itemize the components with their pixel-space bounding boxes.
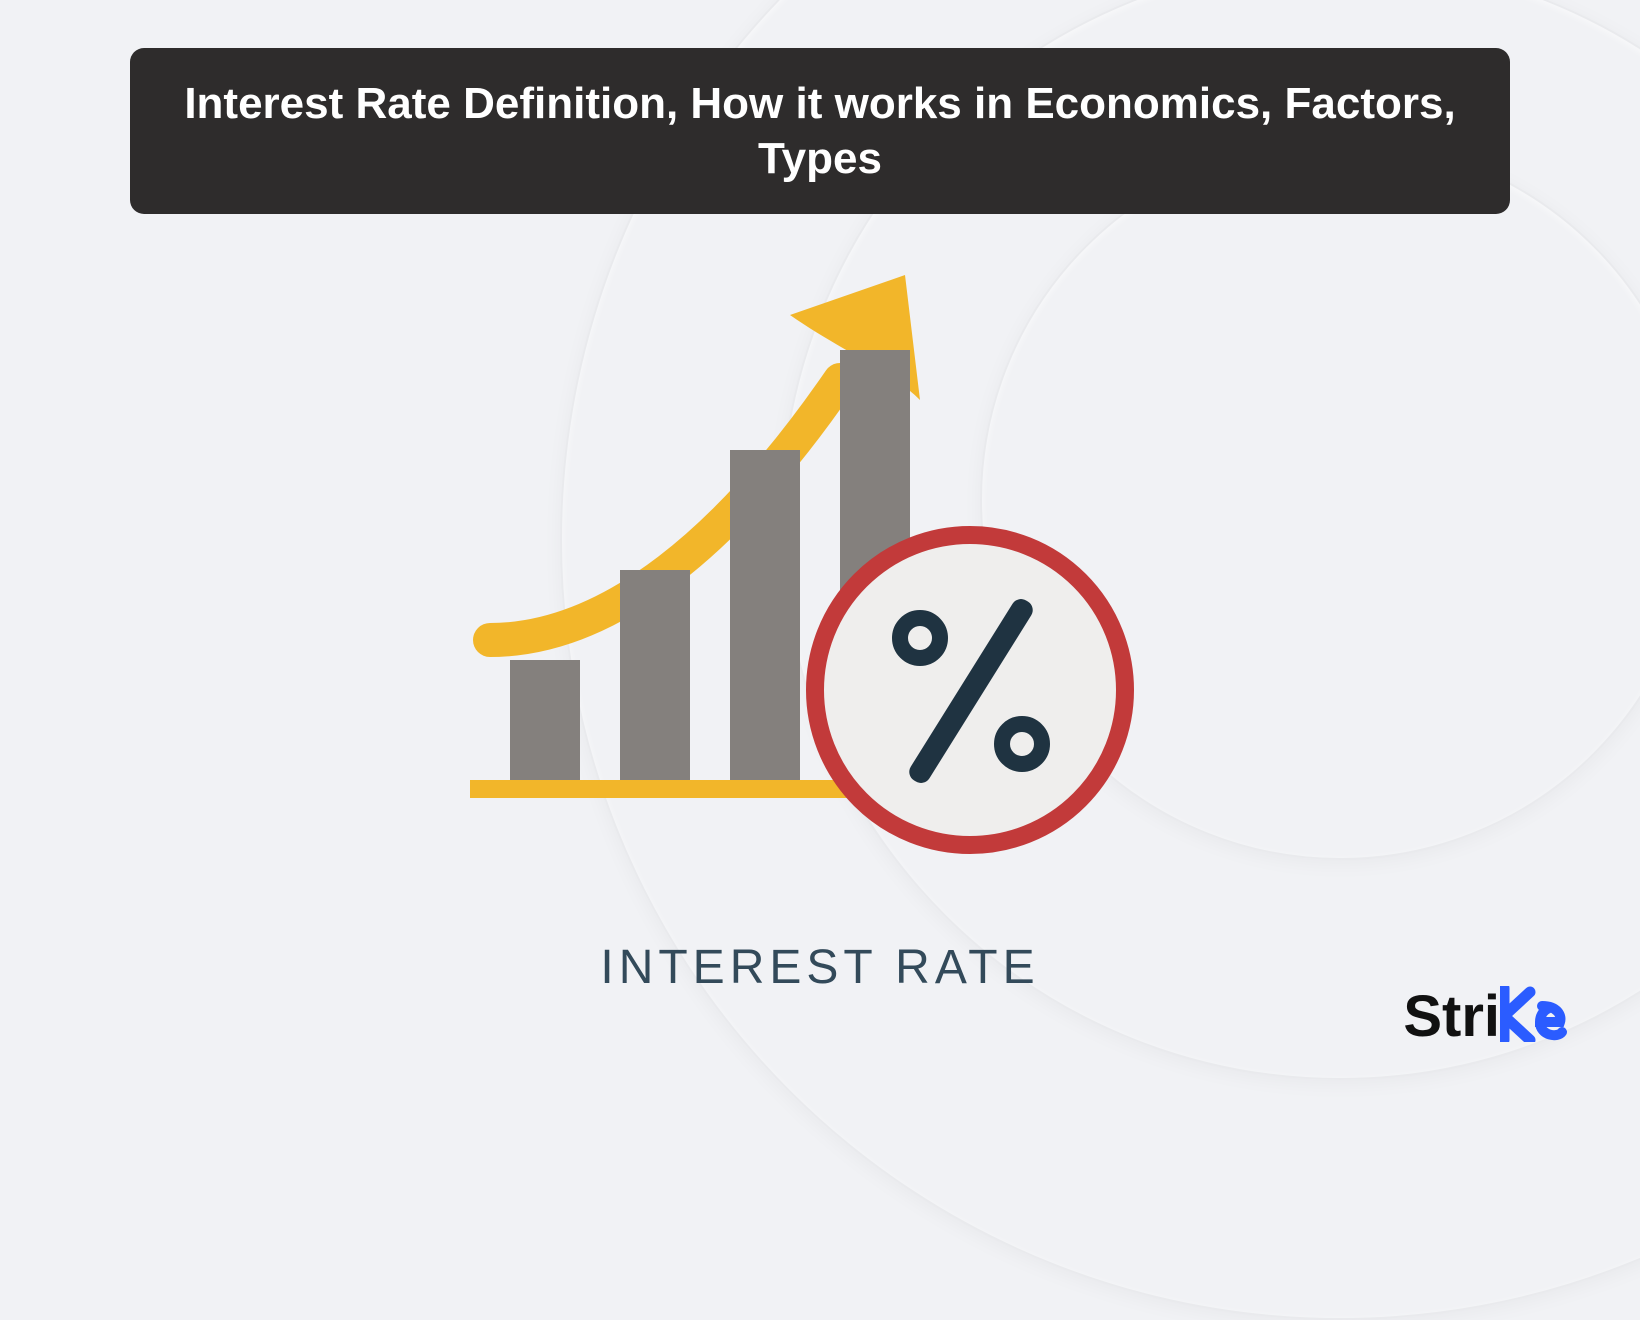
caption: INTEREST RATE <box>600 940 1039 995</box>
bar-1 <box>510 660 580 780</box>
percent-circle-icon <box>815 535 1125 845</box>
strike-logo: Stri <box>1403 980 1570 1050</box>
caption-text: INTEREST RATE <box>600 941 1039 994</box>
title-bar: Interest Rate Definition, How it works i… <box>130 48 1510 214</box>
interest-rate-graphic <box>470 260 1170 820</box>
title-text: Interest Rate Definition, How it works i… <box>184 79 1455 183</box>
bar-2 <box>620 570 690 780</box>
chart-svg <box>470 260 1170 860</box>
logo-accent <box>1500 980 1570 1050</box>
bar-3 <box>730 450 800 780</box>
logo-pre: Stri <box>1403 983 1500 1050</box>
